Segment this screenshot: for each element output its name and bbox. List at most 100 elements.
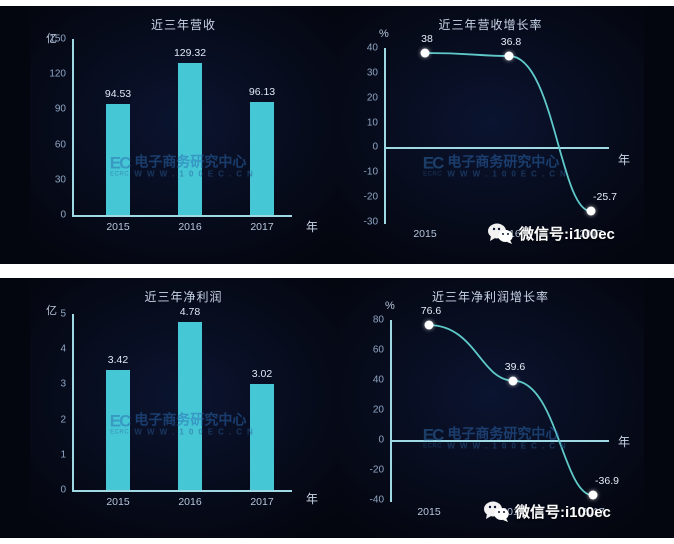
- x-axis-tick-label: 2015: [413, 228, 437, 240]
- y-axis-tick-label: 20: [372, 404, 384, 416]
- data-point[interactable]: [588, 490, 598, 500]
- x-axis-line: [72, 490, 292, 492]
- row-top-left-gutter: [0, 6, 30, 264]
- data-point[interactable]: [504, 51, 514, 61]
- x-axis-tick-label: 2017: [579, 228, 603, 240]
- bar-value-label: 3.02: [251, 367, 273, 380]
- wechat-label: 微信号:i100ec: [519, 225, 615, 243]
- y-axis-tick-label: 30: [54, 174, 66, 186]
- y-axis-tick-label: 2: [60, 414, 66, 426]
- y-axis-tick-label: -20: [363, 191, 378, 203]
- chart-title: 近三年营收增长率: [438, 18, 543, 32]
- chart-profit-bar: 近三年净利润 亿 年 5 4 3 2 1 0 2015 2016 2017 3.42 4.78 3.0…: [30, 278, 337, 538]
- x-axis-unit: 年: [618, 435, 631, 449]
- chart-revenue-bar: 近三年营收 亿 年 150 120 90 60 30 0 2015 2016 2017 94.53…: [30, 6, 337, 264]
- data-point[interactable]: [424, 320, 434, 330]
- x-axis-line: [384, 147, 609, 149]
- trend-line: [428, 324, 594, 497]
- y-axis-tick-label: 0: [372, 141, 378, 153]
- y-axis-unit: %: [385, 300, 395, 312]
- y-axis-tick-label: -30: [363, 216, 378, 228]
- y-axis-tick-label: 60: [372, 344, 384, 356]
- chart-row-top: 近三年营收 亿 年 150 120 90 60 30 0 2015 2016 2017 94.53…: [0, 6, 674, 264]
- data-point[interactable]: [508, 376, 518, 386]
- chart-row-bottom: 近三年净利润 亿 年 5 4 3 2 1 0 2015 2016 2017 3.42 4.78 3.0…: [0, 278, 674, 538]
- wechat-badge: 微信号:i100ec: [483, 500, 611, 522]
- y-axis-tick-label: 0: [378, 434, 384, 446]
- bar[interactable]: [250, 383, 274, 490]
- x-axis-unit: 年: [306, 220, 319, 234]
- y-axis-tick-label: 30: [366, 67, 378, 79]
- panel-revenue-growth: 近三年营收增长率 % 年 403020100-10-20-30201520162…: [337, 6, 644, 264]
- wechat-badge: 微信号:i100ec: [487, 222, 615, 244]
- panel-profit-growth: 近三年净利润增长率 % 年 80 60 40 20 0 -20 -40 2015 2016 201…: [337, 278, 644, 538]
- trend-line: [424, 52, 592, 213]
- wechat-icon: [488, 223, 513, 244]
- y-axis-unit: 亿: [46, 33, 57, 45]
- x-axis-tick-label: 2015: [106, 221, 130, 233]
- row-bottom-right-gutter: [644, 278, 674, 538]
- x-axis-tick-label: 2015: [106, 496, 130, 508]
- chart-title: 近三年营收: [150, 18, 216, 32]
- data-point-label: -36.9: [595, 475, 619, 488]
- bar-value-label: 94.53: [104, 88, 132, 101]
- y-axis-tick-label: -40: [369, 494, 384, 506]
- x-axis-line: [72, 215, 292, 217]
- y-axis-tick-label: 60: [54, 139, 66, 151]
- x-axis-tick-label: 2017: [250, 221, 274, 233]
- data-point-label: 36.8: [500, 35, 522, 48]
- x-axis-tick-label: 2015: [417, 506, 441, 518]
- wechat-icon: [484, 501, 509, 522]
- y-axis-line: [72, 314, 74, 492]
- x-axis-tick-label: 2017: [250, 496, 274, 508]
- data-point[interactable]: [420, 48, 430, 58]
- row-top-right-gutter: [644, 6, 674, 264]
- x-axis-line: [390, 440, 609, 442]
- data-point[interactable]: [586, 206, 596, 216]
- x-axis-unit: 年: [618, 153, 631, 167]
- panel-profit-bar: 近三年净利润 亿 年 5 4 3 2 1 0 2015 2016 2017 3.42 4.78 3.0…: [30, 278, 337, 538]
- y-axis-tick-label: 40: [366, 42, 378, 54]
- y-axis-tick-label: 4: [60, 343, 66, 355]
- y-axis-tick-label: 3: [60, 378, 66, 390]
- bar[interactable]: [106, 369, 130, 490]
- x-axis-tick-label: 2016: [178, 496, 202, 508]
- y-axis-tick-label: 10: [366, 117, 378, 129]
- chart-revenue-growth-line: 近三年营收增长率 % 年 403020100-10-20-30201520162…: [337, 6, 644, 264]
- x-axis-unit: 年: [306, 492, 319, 506]
- row-bottom-left-gutter: [0, 278, 30, 538]
- data-point-label: 38: [421, 32, 433, 45]
- y-axis-tick-label: 150: [49, 33, 66, 45]
- y-axis-tick-label: 20: [366, 92, 378, 104]
- y-axis-tick-label: -10: [363, 166, 378, 178]
- bar[interactable]: [106, 104, 130, 215]
- wechat-label: 微信号:i100ec: [515, 503, 611, 521]
- y-axis-unit: %: [379, 28, 389, 40]
- bar-value-label: 3.42: [107, 353, 129, 366]
- data-point-label: -25.7: [593, 191, 617, 204]
- x-axis-tick-label: 2016: [178, 221, 202, 233]
- data-point-label: 76.6: [420, 305, 442, 318]
- bar-value-label: 96.13: [248, 86, 276, 99]
- chart-title: 近三年净利润: [144, 290, 223, 304]
- bar[interactable]: [250, 102, 274, 215]
- data-point-label: 39.6: [504, 360, 526, 373]
- y-axis-tick-label: 1: [60, 449, 66, 461]
- panel-revenue-bar: 近三年营收 亿 年 150 120 90 60 30 0 2015 2016 2017 94.53…: [30, 6, 337, 264]
- y-axis-tick-label: 5: [60, 308, 66, 320]
- bar-value-label: 4.78: [179, 305, 201, 318]
- y-axis-unit: 亿: [46, 305, 57, 317]
- y-axis-tick-label: -20: [369, 464, 384, 476]
- bar[interactable]: [178, 63, 202, 215]
- y-axis-tick-label: 120: [49, 68, 66, 80]
- bar[interactable]: [178, 321, 202, 490]
- y-axis-tick-label: 40: [372, 374, 384, 386]
- x-axis-tick-label: 2017: [581, 506, 605, 518]
- y-axis-tick-label: 0: [60, 209, 66, 221]
- y-axis-tick-label: 90: [54, 103, 66, 115]
- y-axis-line: [390, 320, 392, 502]
- chart-profit-growth-line: 近三年净利润增长率 % 年 80 60 40 20 0 -20 -40 2015 2016 201…: [337, 278, 644, 538]
- y-axis-tick-label: 0: [60, 484, 66, 496]
- chart-title: 近三年净利润增长率: [431, 290, 549, 304]
